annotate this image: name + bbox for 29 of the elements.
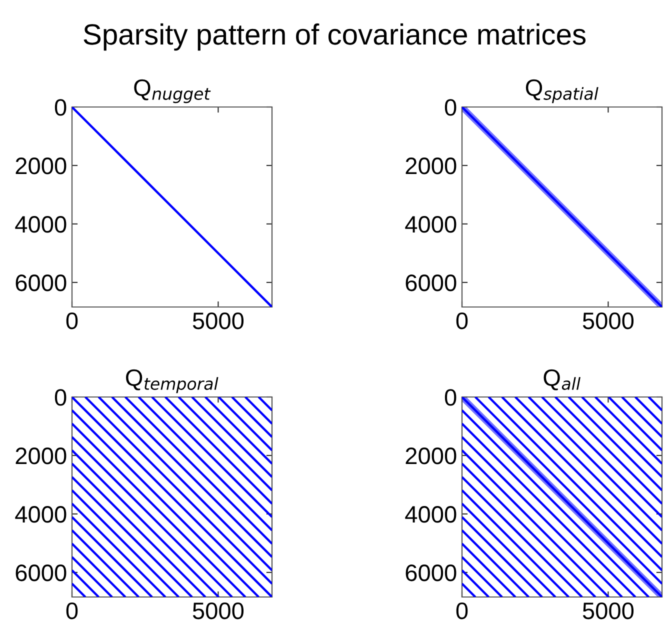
y-tick-label: 4000 xyxy=(405,216,456,233)
x-tick-label: 0 xyxy=(456,602,468,620)
y-tick-label: 0 xyxy=(444,389,456,406)
y-tick-label: 4000 xyxy=(405,506,456,523)
chart-subtitle: Q$_{nugget}$ xyxy=(134,79,211,104)
y-tick-label: 6000 xyxy=(406,274,456,292)
y-tick-label: 4000 xyxy=(15,506,66,523)
text: Sparsity pattern of covariance matrices xyxy=(84,23,586,51)
x-tick-label: 5000 xyxy=(582,602,634,620)
y-tick-label: 4000 xyxy=(15,216,66,233)
x-tick-label: 0 xyxy=(66,602,78,620)
y-tick-label: 6000 xyxy=(16,274,66,292)
x-tick-label: 5000 xyxy=(192,312,244,330)
y-tick-label: 2000 xyxy=(406,158,456,174)
x-tick-label: 0 xyxy=(66,312,78,330)
chart-subtitle: Q$_{spatial}$ xyxy=(526,79,598,104)
y-tick-label: 6000 xyxy=(16,564,66,582)
y-tick-label: 0 xyxy=(54,99,66,116)
chart-subtitle: Q$_{temporal}$ xyxy=(126,369,218,394)
y-tick-label: 2000 xyxy=(406,448,456,464)
y-tick-label: 0 xyxy=(54,389,66,406)
y-tick-label: 6000 xyxy=(406,564,456,582)
y-tick-label: 2000 xyxy=(16,448,66,464)
y-tick-label: 2000 xyxy=(16,158,66,174)
x-tick-label: 5000 xyxy=(192,602,244,620)
x-tick-label: 5000 xyxy=(582,312,634,330)
chart-subtitle: Q$_{all}$ xyxy=(544,369,580,390)
x-tick-label: 0 xyxy=(456,312,468,330)
y-tick-label: 0 xyxy=(444,99,456,116)
